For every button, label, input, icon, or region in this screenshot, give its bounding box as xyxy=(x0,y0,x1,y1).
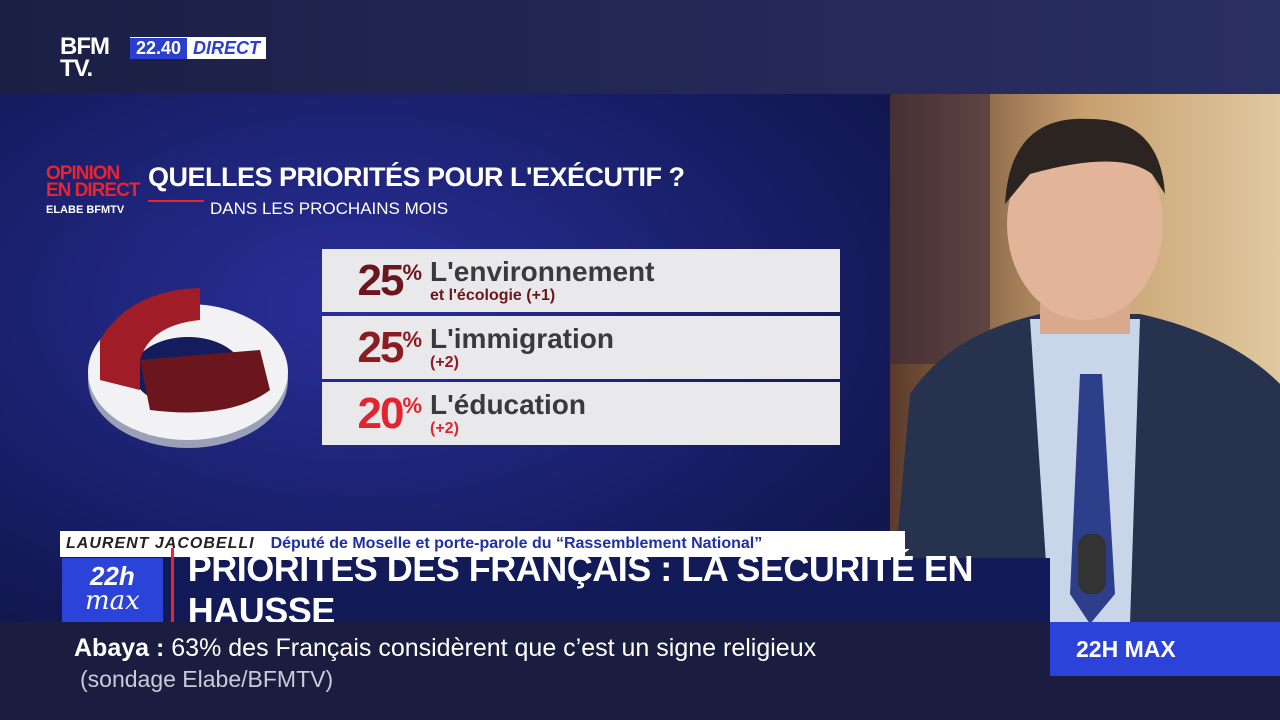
percent-unit: % xyxy=(402,326,422,352)
ticker-source: (sondage Elabe/BFMTV) xyxy=(80,666,334,692)
brand-line: OPINION xyxy=(46,163,120,184)
percent: 25% xyxy=(322,256,422,306)
logo-bottom: TV. xyxy=(60,55,93,82)
percent-value: 20 xyxy=(357,388,404,438)
item-label: L'environnement xyxy=(430,255,655,287)
logo-top: BFM xyxy=(60,33,110,60)
poll-row: 25% L'environnement et l'écologie (+1) xyxy=(322,249,840,312)
poll-brand: OPINION EN DIRECT xyxy=(46,163,140,201)
channel-logo: BFM TV. xyxy=(60,33,110,82)
percent: 25% xyxy=(322,323,422,373)
poll-row: 25% L'immigration (+2) xyxy=(322,316,840,379)
percent-value: 25 xyxy=(357,322,404,372)
show-bottom: max xyxy=(84,586,140,616)
poll-subtitle: DANS LES PROCHAINS MOIS xyxy=(210,199,449,218)
percent-unit: % xyxy=(402,259,422,285)
clock: 22.40 xyxy=(130,37,188,59)
title-rule xyxy=(148,200,204,202)
donut-icon xyxy=(88,288,288,448)
percent-unit: % xyxy=(402,392,422,418)
headline: PRIORITÉS DES FRANÇAIS : LA SÉCURITÉ EN … xyxy=(170,548,1050,632)
studio-image xyxy=(890,94,1280,624)
ticker-text: 63% des Français considèrent que c’est u… xyxy=(171,634,817,662)
item-label: L'immigration xyxy=(430,322,614,354)
guest-name: LAURENT JACOBELLI xyxy=(66,535,255,552)
show-logo: 22h max xyxy=(62,558,163,622)
live-badge: 22.40 DIRECT xyxy=(130,37,267,59)
poll-title: QUELLES PRIORITÉS POUR L'EXÉCUTIF ? xyxy=(148,162,685,192)
ticker-topic: Abaya xyxy=(74,634,150,662)
live-label: DIRECT xyxy=(193,37,261,58)
guest-role: Député de Moselle et porte-parole du “Ra… xyxy=(270,535,763,552)
program-label: 22H MAX xyxy=(1050,622,1280,676)
item-label: L'éducation xyxy=(430,388,586,420)
item-detail: (+2) xyxy=(430,419,459,437)
poll-source: ELABE BFMTV xyxy=(46,204,124,216)
ticker-separator: : xyxy=(156,634,165,662)
percent-value: 25 xyxy=(357,255,404,305)
source-name: ELABE xyxy=(46,204,84,216)
name-strip: LAURENT JACOBELLI Député de Moselle et po… xyxy=(60,531,905,557)
headline-bar: 22h max PRIORITÉS DES FRANÇAIS : LA SÉCURI… xyxy=(62,548,1050,632)
show-top: 22h xyxy=(89,561,135,591)
source-name: BFMTV xyxy=(86,204,125,216)
ticker-line: Abaya : 63% des Français considèrent que… xyxy=(74,634,816,663)
percent: 20% xyxy=(322,389,422,439)
brand-line: EN DIRECT xyxy=(46,180,140,201)
item-detail: et l'écologie (+1) xyxy=(430,286,556,304)
poll-row: 20% L'éducation (+2) xyxy=(322,382,840,445)
item-detail: (+2) xyxy=(430,353,459,371)
